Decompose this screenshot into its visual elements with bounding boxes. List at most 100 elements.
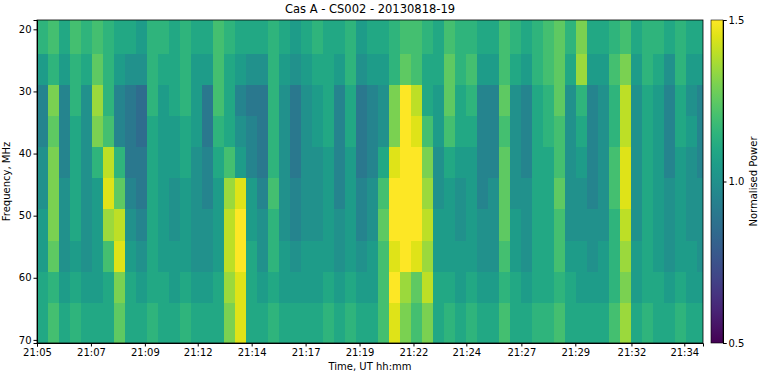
heatmap-cell [466,20,478,55]
heatmap-cell [565,272,577,304]
heatmap-cell [103,303,115,343]
heatmap-cell [510,241,522,273]
heatmap-cell [664,241,676,273]
heatmap-cell [389,178,401,210]
heatmap-cell [532,209,544,241]
heatmap-cell [356,303,368,343]
heatmap-cell [455,54,467,86]
heatmap-cell [488,241,500,273]
heatmap-cell [686,272,698,304]
heatmap-cell [653,85,665,117]
x-tick: 21:09 [131,343,160,358]
heatmap-cell [367,147,379,179]
heatmap-cell [224,209,236,241]
heatmap-cell [378,116,390,148]
heatmap-cell [59,20,71,55]
heatmap-cell [477,85,489,117]
heatmap-cell [367,303,379,343]
heatmap-cell [213,209,225,241]
heatmap-cell [114,209,126,241]
heatmap-cell [48,209,60,241]
heatmap-cell [213,54,225,86]
heatmap-cell [664,303,676,343]
heatmap-cell [411,20,423,55]
heatmap-cell [147,272,159,304]
heatmap-cell [191,20,203,55]
heatmap-cell [565,303,577,343]
heatmap-cell [422,116,434,148]
heatmap-cell [664,20,676,55]
heatmap-cell [257,303,269,343]
heatmap-cell [81,241,93,273]
heatmap-cell [367,20,379,55]
heatmap-cell [356,272,368,304]
heatmap-cell [191,178,203,210]
heatmap-cell [697,241,703,273]
heatmap-cell [554,147,566,179]
heatmap-cell [466,209,478,241]
heatmap-cell [48,241,60,273]
heatmap-cell [609,54,621,86]
heatmap-cell [532,147,544,179]
heatmap-cell [290,85,302,117]
x-tick-label: 21:14 [238,347,267,358]
colorbar-title: Normalised Power [748,136,759,227]
colorbar-axis: 0.51.01.5 [723,15,744,349]
heatmap-cell [587,20,599,55]
heatmap-cell [136,303,148,343]
heatmap-cell [433,303,445,343]
heatmap-cell [279,54,291,86]
heatmap-cell [521,85,533,117]
heatmap-cell [455,147,467,179]
heatmap-cell [543,116,555,148]
heatmap-cell [48,178,60,210]
heatmap-cell [367,54,379,86]
heatmap-cell [180,147,192,179]
heatmap-cell [433,85,445,117]
heatmap-cell [301,85,313,117]
heatmap-cell [103,209,115,241]
heatmap-cell [92,20,104,55]
heatmap-cell [323,241,335,273]
heatmap-cell [213,241,225,273]
y-tick-label: 20 [19,24,32,35]
heatmap-cell [312,20,324,55]
heatmap-cell [631,303,643,343]
heatmap-cell [367,272,379,304]
heatmap-cell [191,116,203,148]
heatmap-cell [686,20,698,55]
heatmap-cell [576,85,588,117]
heatmap-cell [202,178,214,210]
heatmap-cell [642,303,654,343]
heatmap-cell [620,147,632,179]
heatmap-cell [477,209,489,241]
heatmap-cell [147,303,159,343]
heatmap-cell [499,54,511,86]
heatmap-cell [312,85,324,117]
heatmap-cell [433,209,445,241]
heatmap-cell [543,54,555,86]
heatmap-cell [488,147,500,179]
heatmap-cell [268,303,280,343]
heatmap-cell [125,116,137,148]
heatmap-cell [499,20,511,55]
heatmap-cell [576,178,588,210]
heatmap-cell [576,20,588,55]
heatmap-cell [37,147,49,179]
heatmap-cell [653,241,665,273]
heatmap-cell [444,303,456,343]
heatmap-cell [378,272,390,304]
heatmap-cell [103,272,115,304]
heatmap-cell [488,116,500,148]
heatmap-cell [598,54,610,86]
heatmap-cell [169,85,181,117]
heatmap-cell [378,303,390,343]
heatmap-cell [389,85,401,117]
heatmap-cell [114,116,126,148]
heatmap-cell [697,116,703,148]
heatmap-cell [411,303,423,343]
heatmap-cell [103,116,115,148]
heatmap-cell [444,116,456,148]
heatmap-cell [257,272,269,304]
heatmap-cell [378,178,390,210]
